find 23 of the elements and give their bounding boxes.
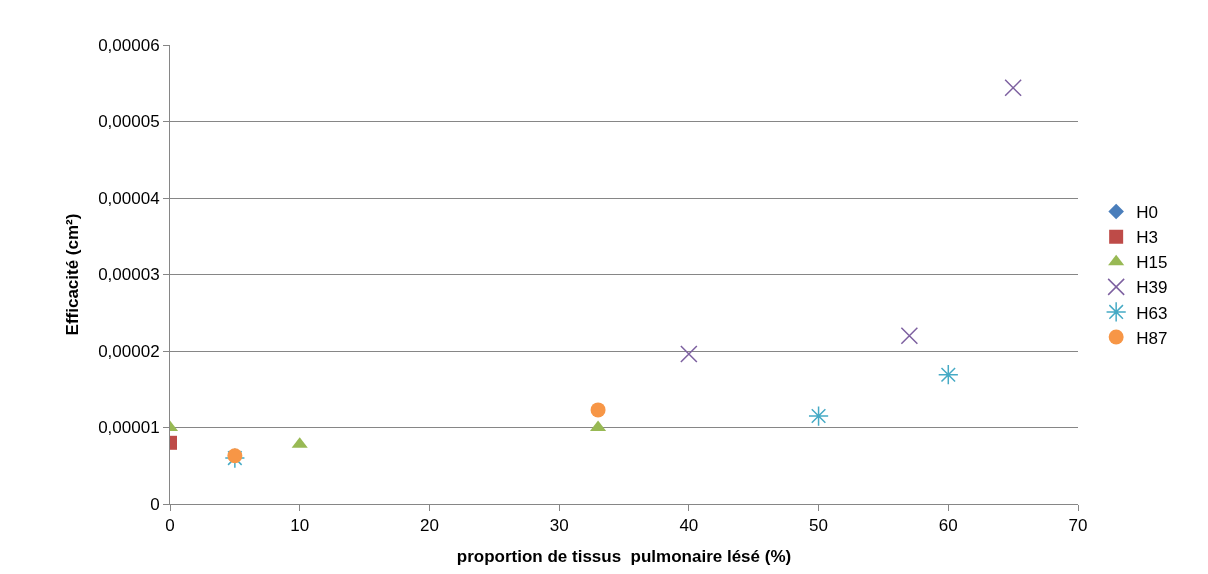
y-tick-label: 0,00001 [98,418,160,438]
x-axis-title: proportion de tissus pulmonaire lésé (%) [456,546,792,566]
x-tick-label: 20 [419,516,439,536]
legend-label: H0 [1136,203,1158,223]
legend-label: H87 [1136,328,1168,348]
x-tick-label: 10 [290,516,310,536]
x-tick-label: 30 [549,516,569,536]
legend-label: H3 [1136,228,1158,248]
y-axis-title: Efficacité (cm²) [62,213,82,336]
y-tick-label: 0,00003 [98,265,160,285]
x-tick-label: 60 [938,516,958,536]
x-tick-label: 40 [679,516,699,536]
legend-label: H39 [1136,278,1168,298]
legend-label: H15 [1136,253,1168,273]
x-tick-label: 50 [809,516,829,536]
y-tick-label: 0,00004 [98,188,160,208]
x-tick-label: 70 [1068,516,1088,536]
y-tick-label: 0,00005 [98,112,160,132]
x-tick-label: 0 [165,516,175,536]
legend-label: H63 [1136,303,1168,323]
y-tick-label: 0,00002 [98,341,160,361]
y-tick-label: 0,00006 [98,35,160,55]
y-tick-label: 0 [150,494,160,514]
